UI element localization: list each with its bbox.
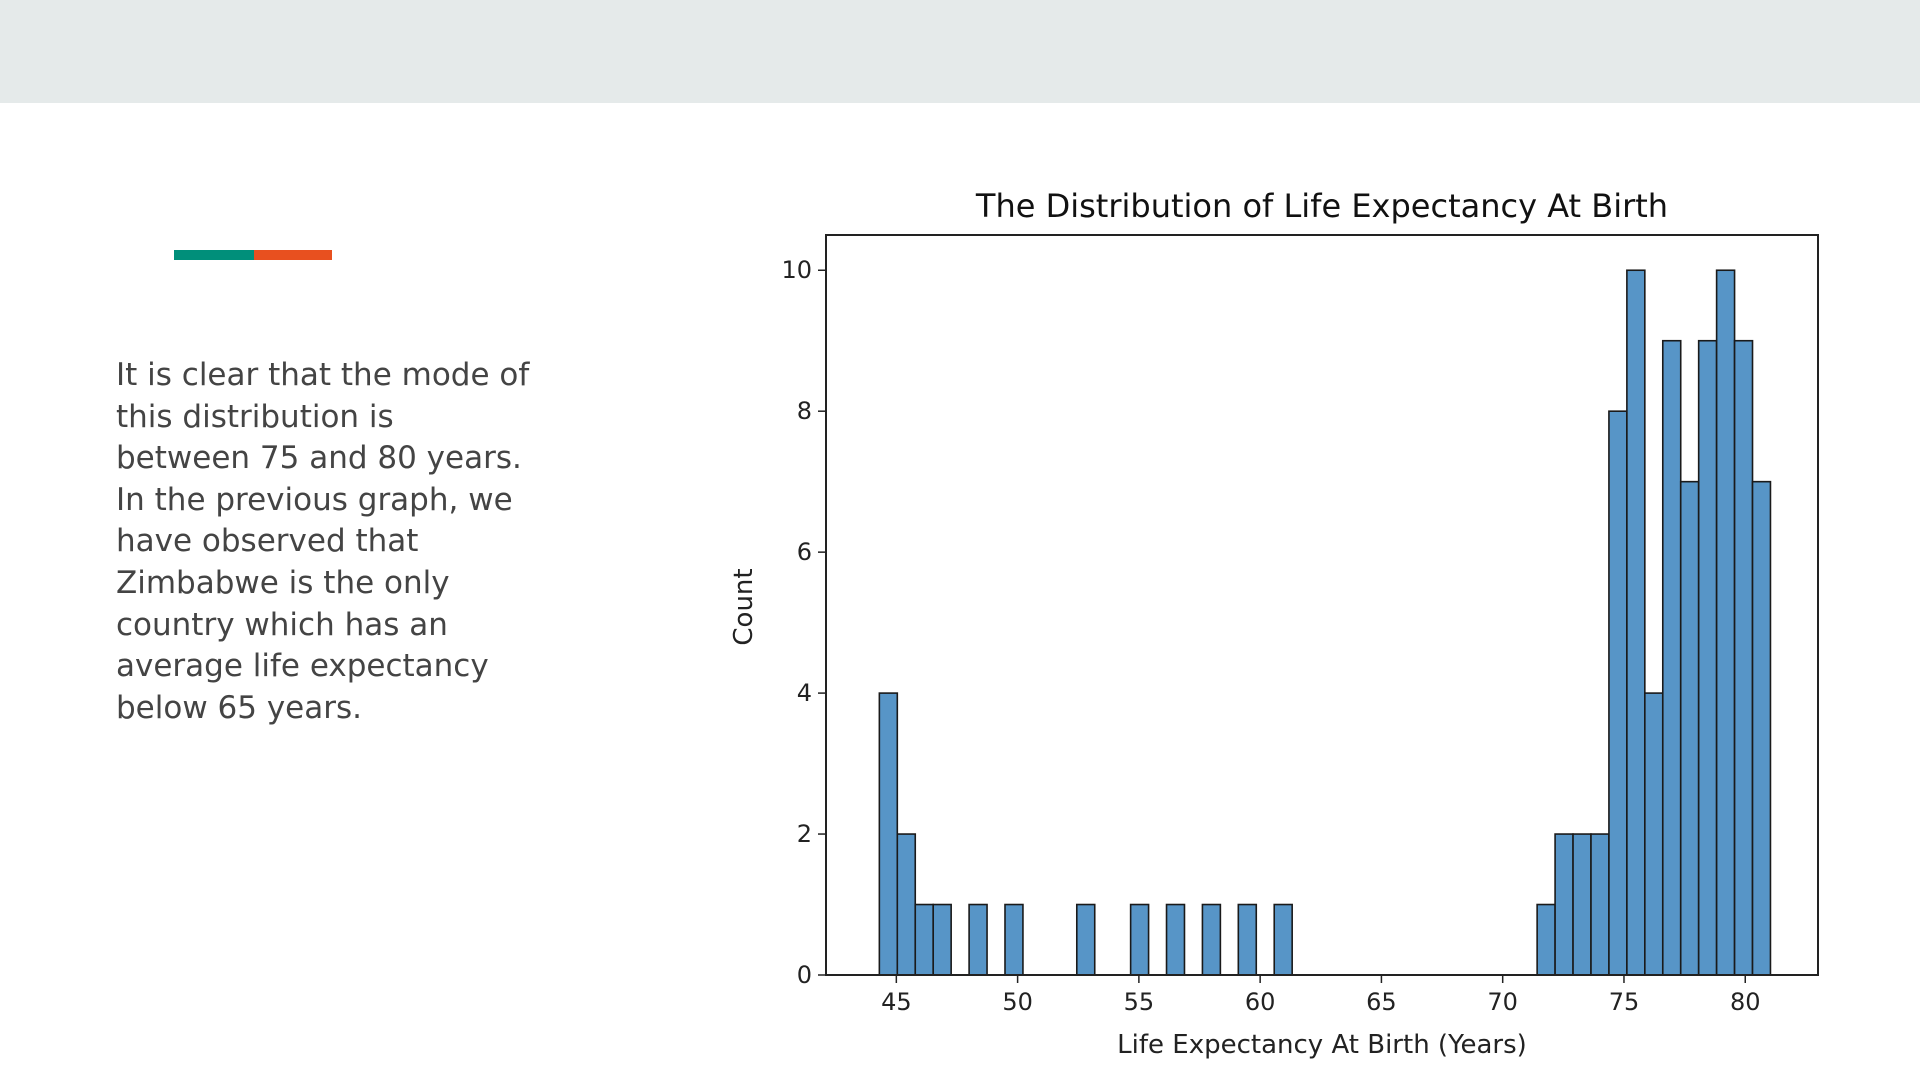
header-band	[0, 0, 1920, 103]
histogram-bar	[1590, 833, 1610, 976]
plot-frame	[825, 234, 1819, 976]
y-tick-label: 4	[797, 679, 812, 707]
x-tick-label: 60	[1245, 988, 1276, 1016]
histogram-bar	[914, 903, 935, 976]
y-tick-label: 10	[781, 256, 812, 284]
histogram-bar	[1129, 903, 1150, 976]
histogram-bar	[968, 903, 988, 976]
x-tick-label: 45	[881, 988, 912, 1016]
x-axis-label: Life Expectancy At Birth (Years)	[1117, 1030, 1527, 1060]
histogram-bar	[1554, 833, 1574, 976]
histogram-bar	[1572, 833, 1592, 976]
accent-bar-orange	[254, 250, 332, 260]
histogram-bar	[878, 692, 899, 976]
histogram-bar	[1237, 903, 1258, 976]
histogram-bar	[896, 833, 917, 976]
y-tick-label: 0	[797, 961, 812, 989]
histogram-bar	[1751, 480, 1772, 976]
histogram-bar	[932, 903, 952, 976]
histogram-bar	[1075, 903, 1096, 976]
histogram-bar	[1715, 269, 1736, 976]
histogram-bar	[1004, 903, 1024, 976]
x-tick-label: 80	[1730, 988, 1761, 1016]
y-tick-label: 2	[797, 820, 812, 848]
x-axis-ticks: 45 50 55 60 65 70 75 80	[881, 975, 1761, 1016]
histogram-bar	[1165, 903, 1186, 976]
histogram-bar	[1733, 339, 1754, 976]
y-tick-label: 8	[797, 397, 812, 425]
histogram-bar	[1536, 903, 1556, 976]
chart-title: The Distribution of Life Expectancy At B…	[975, 187, 1668, 225]
slide-body-text: It is clear that the mode of this distri…	[116, 357, 530, 726]
histogram-bar	[1661, 339, 1682, 976]
histogram-bar	[1697, 339, 1718, 976]
histogram-bar	[1201, 903, 1222, 976]
histogram-bar	[1644, 692, 1664, 976]
histogram-bar	[1273, 903, 1293, 976]
y-axis-label: Count	[729, 568, 759, 645]
histogram-bars	[878, 269, 1772, 976]
x-tick-label: 55	[1124, 988, 1155, 1016]
histogram-bar	[1608, 410, 1628, 976]
x-tick-label: 75	[1609, 988, 1640, 1016]
x-tick-label: 65	[1366, 988, 1397, 1016]
x-tick-label: 50	[1002, 988, 1033, 1016]
y-axis-ticks: 0 2 4 6 8 10	[781, 256, 826, 989]
y-tick-label: 6	[797, 538, 812, 566]
x-tick-label: 70	[1487, 988, 1518, 1016]
histogram-bar	[1626, 269, 1646, 976]
accent-bar-teal	[174, 250, 254, 260]
histogram-bar	[1679, 480, 1700, 976]
